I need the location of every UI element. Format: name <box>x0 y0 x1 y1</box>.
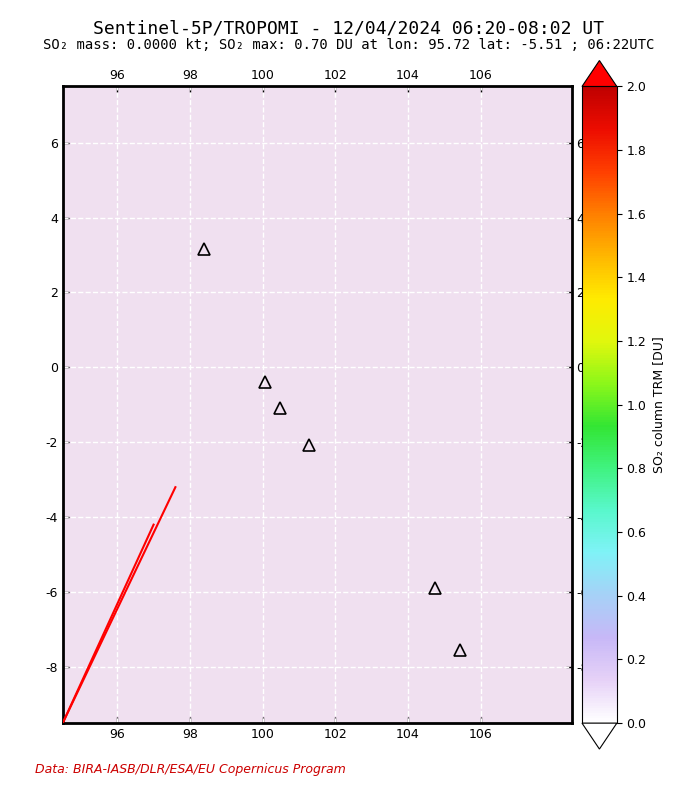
Text: Sentinel-5P/TROPOMI - 12/04/2024 06:20-08:02 UT: Sentinel-5P/TROPOMI - 12/04/2024 06:20-0… <box>93 20 604 38</box>
Y-axis label: SO₂ column TRM [DU]: SO₂ column TRM [DU] <box>652 336 665 473</box>
Text: SO₂ mass: 0.0000 kt; SO₂ max: 0.70 DU at lon: 95.72 lat: -5.51 ; 06:22UTC: SO₂ mass: 0.0000 kt; SO₂ max: 0.70 DU at… <box>43 38 654 52</box>
Text: Data: BIRA-IASB/DLR/ESA/EU Copernicus Program: Data: BIRA-IASB/DLR/ESA/EU Copernicus Pr… <box>35 762 346 776</box>
